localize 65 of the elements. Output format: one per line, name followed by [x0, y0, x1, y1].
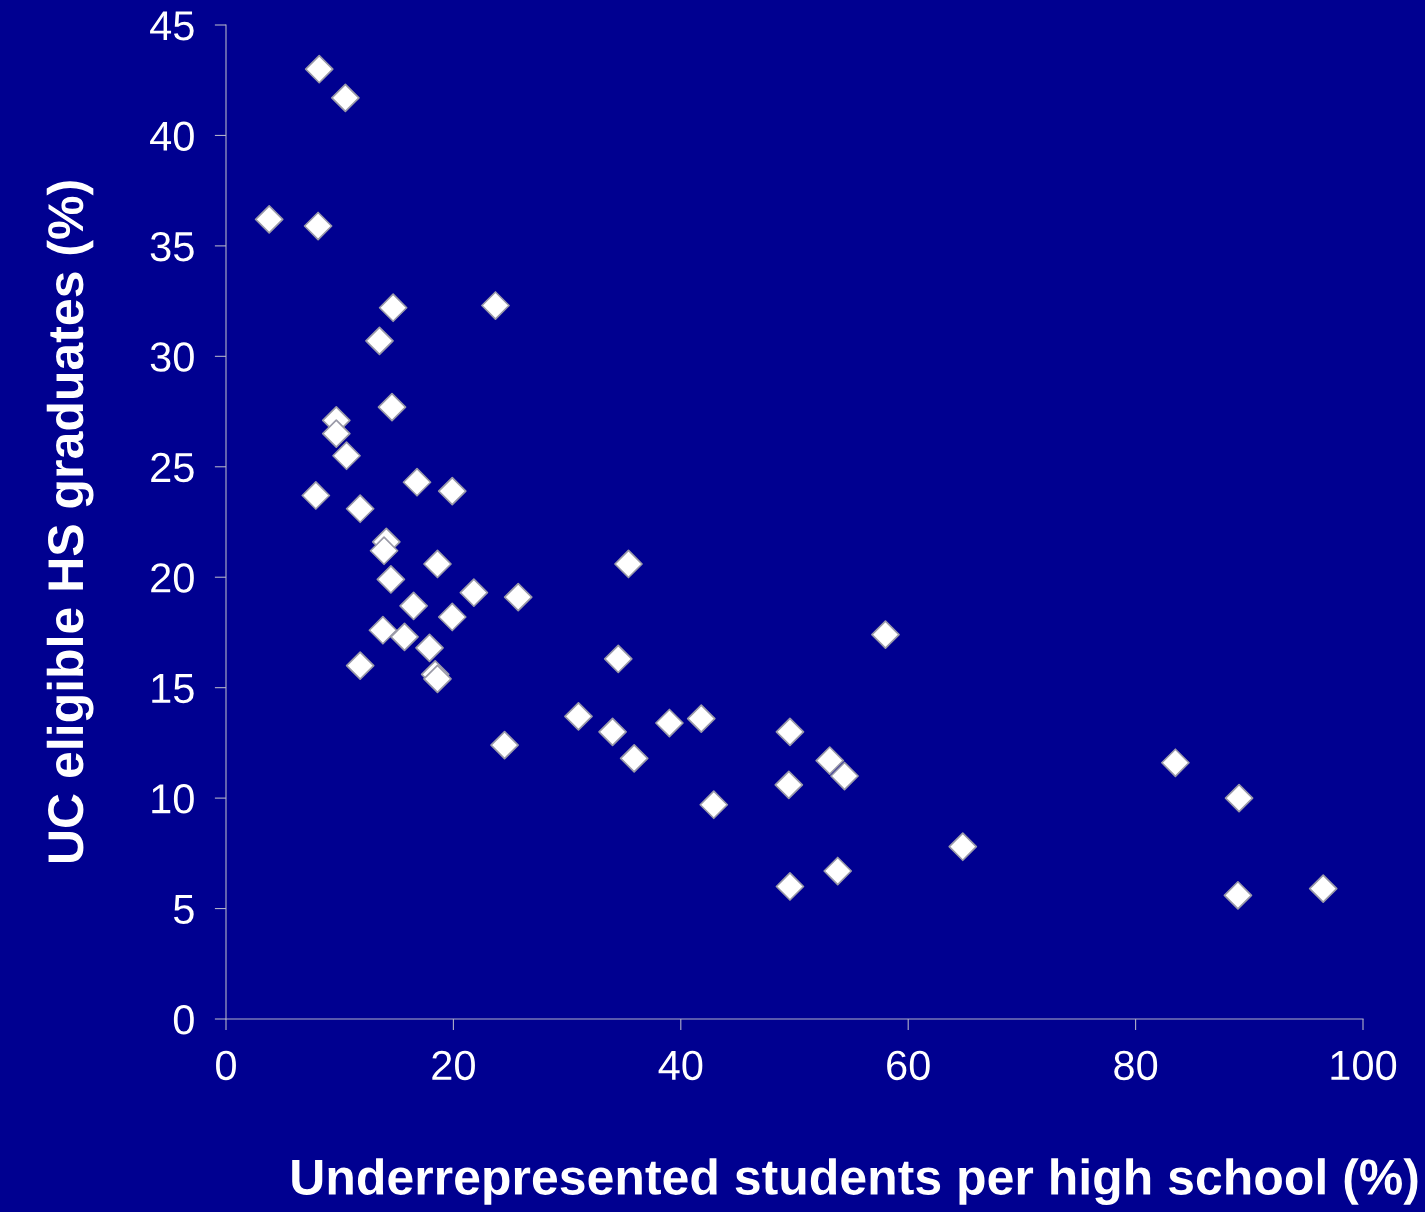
- point: [365, 326, 394, 356]
- point: [598, 717, 627, 747]
- point: [603, 644, 633, 674]
- point: [1161, 748, 1190, 778]
- point: [402, 467, 432, 497]
- y-tick-label: 0: [173, 1005, 194, 1035]
- point: [823, 856, 853, 886]
- point: [564, 702, 593, 731]
- point: [303, 211, 333, 241]
- y-tick-label: 20: [151, 563, 194, 593]
- point: [774, 770, 804, 800]
- y-tick-label: 35: [150, 231, 194, 262]
- y-tick-label: 10: [152, 784, 194, 814]
- point: [254, 205, 284, 234]
- point: [830, 761, 859, 791]
- point: [503, 582, 533, 612]
- point: [301, 481, 331, 510]
- point: [423, 664, 452, 694]
- point: [369, 536, 399, 566]
- point: [871, 620, 900, 650]
- point: [304, 54, 334, 84]
- point: [614, 549, 643, 579]
- x-tick-label: 80: [1114, 1050, 1158, 1081]
- point: [459, 578, 489, 608]
- x-tick-label: 100: [1331, 1050, 1397, 1081]
- point: [490, 730, 519, 760]
- point: [332, 441, 361, 471]
- point: [815, 746, 845, 775]
- point: [686, 704, 716, 733]
- point: [775, 872, 805, 901]
- point: [775, 717, 805, 747]
- y-tick-label: 45: [150, 11, 194, 41]
- y-tick-label: 40: [150, 121, 194, 151]
- point: [378, 293, 408, 323]
- point: [655, 708, 684, 738]
- point: [423, 549, 452, 579]
- y-axis-title: UC eligible HS graduates (%): [46, 181, 94, 863]
- point: [376, 565, 406, 594]
- point: [437, 602, 467, 632]
- x-tick-label: 40: [658, 1050, 703, 1081]
- point: [345, 494, 375, 524]
- point: [948, 832, 978, 862]
- point: [345, 651, 375, 680]
- point: [619, 743, 649, 773]
- point: [699, 790, 729, 820]
- y-tick-label: 30: [150, 342, 194, 372]
- y-tick-label: 25: [151, 452, 194, 483]
- point: [399, 591, 428, 621]
- y-tick-label: 5: [173, 894, 194, 925]
- point: [437, 476, 467, 506]
- point: [415, 633, 444, 663]
- y-tick-label: 15: [152, 674, 194, 704]
- point: [377, 392, 407, 422]
- point: [481, 291, 510, 320]
- point: [1308, 874, 1338, 904]
- point: [331, 83, 360, 113]
- x-axis-title: Underrepresented students per high school (%): [292, 1158, 1418, 1205]
- point: [321, 419, 351, 449]
- point: [368, 615, 398, 645]
- x-tick-label: 20: [432, 1050, 475, 1081]
- point: [1224, 783, 1254, 813]
- point: [390, 622, 419, 652]
- x-tick-label: 60: [887, 1050, 930, 1081]
- point: [1223, 880, 1253, 910]
- x-tick-label: 0: [216, 1050, 236, 1081]
